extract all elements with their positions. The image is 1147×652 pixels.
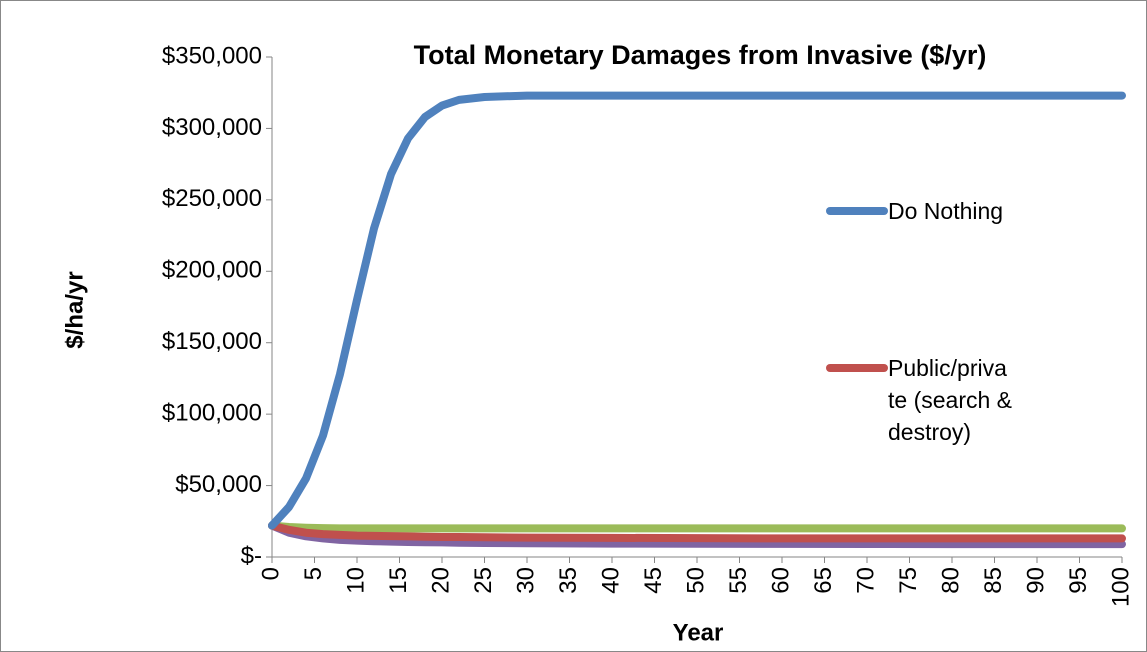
x-tick-label: 50 <box>682 567 709 594</box>
series-line <box>268 521 1126 549</box>
x-tick-label: 80 <box>937 567 964 594</box>
y-tick-label: $200,000 <box>162 257 262 284</box>
x-tick-label: 55 <box>725 567 752 594</box>
y-tick-label: $- <box>241 542 262 569</box>
y-tick-label: $250,000 <box>162 185 262 212</box>
x-axis-label: Year <box>673 619 724 646</box>
x-tick-label: 5 <box>300 567 327 580</box>
x-tick-label: 65 <box>810 567 837 594</box>
y-tick-label: $150,000 <box>162 328 262 355</box>
y-axis-label: $/ha/yr <box>61 271 88 348</box>
x-tick-label: 40 <box>597 567 624 594</box>
x-tick-label: 45 <box>640 567 667 594</box>
legend-label: Public/private (search & destroy) <box>888 355 1012 445</box>
series-line <box>268 521 1126 533</box>
x-tick-label: 60 <box>767 567 794 594</box>
chart-title: Total Monetary Damages from Invasive ($/… <box>414 40 987 70</box>
x-tick-label: 20 <box>427 567 454 594</box>
x-tick-label: 35 <box>555 567 582 594</box>
x-tick-label: 100 <box>1107 567 1134 607</box>
x-tick-label: 95 <box>1065 567 1092 594</box>
x-tick-label: 85 <box>980 567 1007 594</box>
series-line <box>268 521 1126 543</box>
y-tick-label: $50,000 <box>175 471 262 498</box>
series-line <box>268 91 1126 530</box>
y-tick-label: $100,000 <box>162 399 262 426</box>
x-tick-label: 0 <box>257 567 284 580</box>
x-tick-label: 75 <box>895 567 922 594</box>
x-tick-label: 25 <box>470 567 497 594</box>
legend-label: Do Nothing <box>888 198 1004 224</box>
y-tick-label: $300,000 <box>162 114 262 141</box>
x-tick-label: 15 <box>385 567 412 594</box>
x-tick-label: 30 <box>512 567 539 594</box>
x-tick-label: 90 <box>1022 567 1049 594</box>
y-tick-label: $350,000 <box>162 42 262 69</box>
x-tick-label: 70 <box>852 567 879 594</box>
x-tick-label: 10 <box>342 567 369 594</box>
